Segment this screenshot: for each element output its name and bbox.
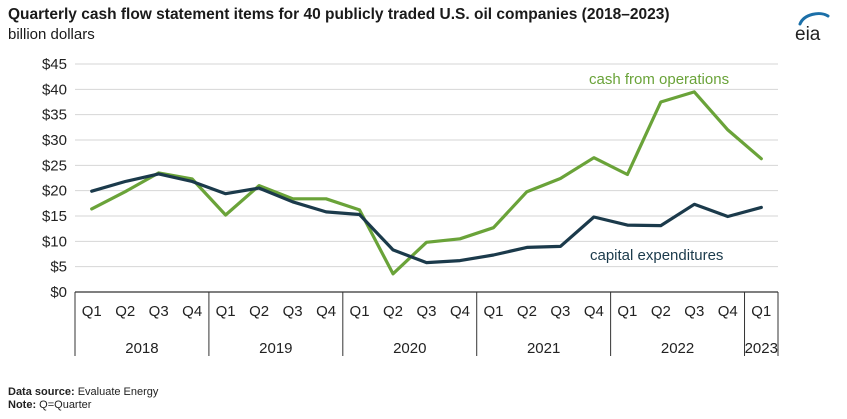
x-tick-label: Q1 — [216, 303, 236, 320]
x-axis: Q1 Q2 Q3 Q4 Q1 Q2 Q3 Q4 Q1 Q2 Q3 Q4 Q1 Q2 Q3 Q4 Q1 Q2 Q3 Q4… — [74, 291, 779, 357]
eia-logo-swoosh — [798, 12, 830, 26]
y-tick-label: $40 — [42, 81, 67, 98]
eia-logo-text: eia — [795, 24, 821, 44]
x-tick-label: Q2 — [517, 303, 537, 320]
series-lines — [90, 90, 763, 276]
x-tick-label: Q3 — [283, 303, 303, 320]
chart-subtitle: billion dollars — [8, 26, 95, 43]
x-tick-label: Q3 — [684, 303, 704, 320]
y-tick-label: $35 — [42, 107, 67, 124]
x-tick-label: Q4 — [316, 303, 336, 320]
y-tick-label: $45 — [42, 56, 67, 73]
series-label-cash-from-operations: cash from operations — [589, 71, 729, 88]
y-tick-label: $15 — [42, 208, 67, 225]
data-source-value: Evaluate Energy — [74, 386, 159, 398]
grid-lines — [75, 63, 778, 268]
x-tick-label: Q1 — [617, 303, 637, 320]
data-source-note: Data source: Evaluate Energy — [8, 386, 158, 398]
y-tick-label: $25 — [42, 157, 67, 174]
x-tick-label: Q4 — [718, 303, 738, 320]
line-chart: $0$5$10$15$20$25$30$35$40$45 Q1 Q2 Q3 Q4 Q1 Q… — [42, 56, 779, 357]
x-tick-label: Q2 — [383, 303, 403, 320]
y-tick-label: $5 — [50, 259, 67, 276]
quarter-note: Note: Q=Quarter — [8, 399, 91, 411]
x-tick-label: Q3 — [550, 303, 570, 320]
note-label: Note: — [8, 399, 37, 411]
year-label: 2019 — [259, 340, 292, 357]
series-label-capital-expenditures: capital expenditures — [590, 247, 723, 264]
year-label: 2020 — [393, 340, 426, 357]
data-source-label: Data source: — [8, 386, 75, 398]
year-label: 2021 — [527, 340, 560, 357]
year-label: 2023 — [745, 340, 778, 357]
x-tick-label: Q2 — [651, 303, 671, 320]
eia-logo: eia — [795, 12, 830, 44]
y-tick-label: $30 — [42, 132, 67, 149]
chart-title: Quarterly cash flow statement items for … — [8, 6, 670, 23]
y-axis-ticks: $0 $5 $10 $15 $20 $25 $30 $35 $40 $45 — [42, 56, 67, 301]
x-tick-label: Q1 — [751, 303, 771, 320]
y-tick-label: $10 — [42, 233, 67, 250]
x-tick-label: Q1 — [82, 303, 102, 320]
x-tick-label: Q1 — [350, 303, 370, 320]
x-tick-label: Q4 — [182, 303, 202, 320]
x-tick-label: Q2 — [249, 303, 269, 320]
x-tick-label: Q3 — [416, 303, 436, 320]
y-tick-label: $0 — [50, 284, 67, 301]
x-tick-label: Q4 — [450, 303, 470, 320]
y-tick-label: $20 — [42, 183, 67, 200]
x-tick-label: Q3 — [149, 303, 169, 320]
x-tick-label: Q1 — [483, 303, 503, 320]
x-tick-label: Q2 — [115, 303, 135, 320]
year-label: 2018 — [125, 340, 158, 357]
year-label: 2022 — [661, 340, 694, 357]
note-value: Q=Quarter — [36, 399, 92, 411]
x-tick-label: Q4 — [584, 303, 604, 320]
